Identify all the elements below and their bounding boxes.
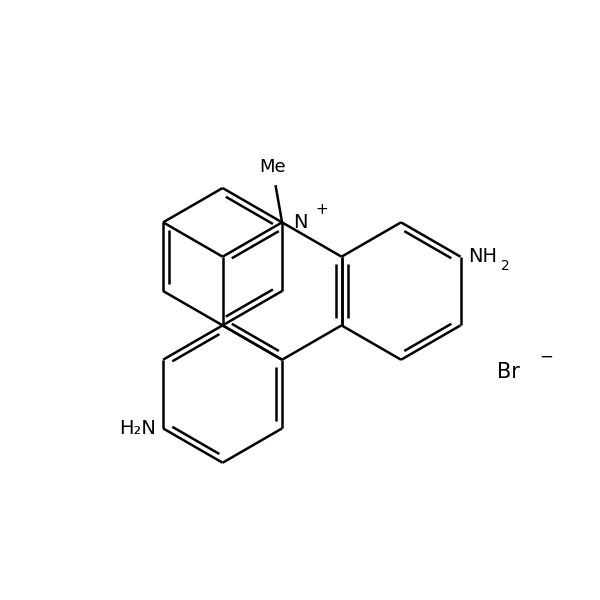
Text: 2: 2	[500, 259, 509, 272]
Text: NH: NH	[467, 247, 497, 266]
Text: Br: Br	[497, 362, 520, 382]
Text: +: +	[316, 202, 328, 217]
Text: Me: Me	[259, 158, 286, 176]
Text: H₂N: H₂N	[119, 419, 156, 438]
Text: −: −	[539, 348, 553, 366]
Text: N: N	[293, 213, 307, 232]
